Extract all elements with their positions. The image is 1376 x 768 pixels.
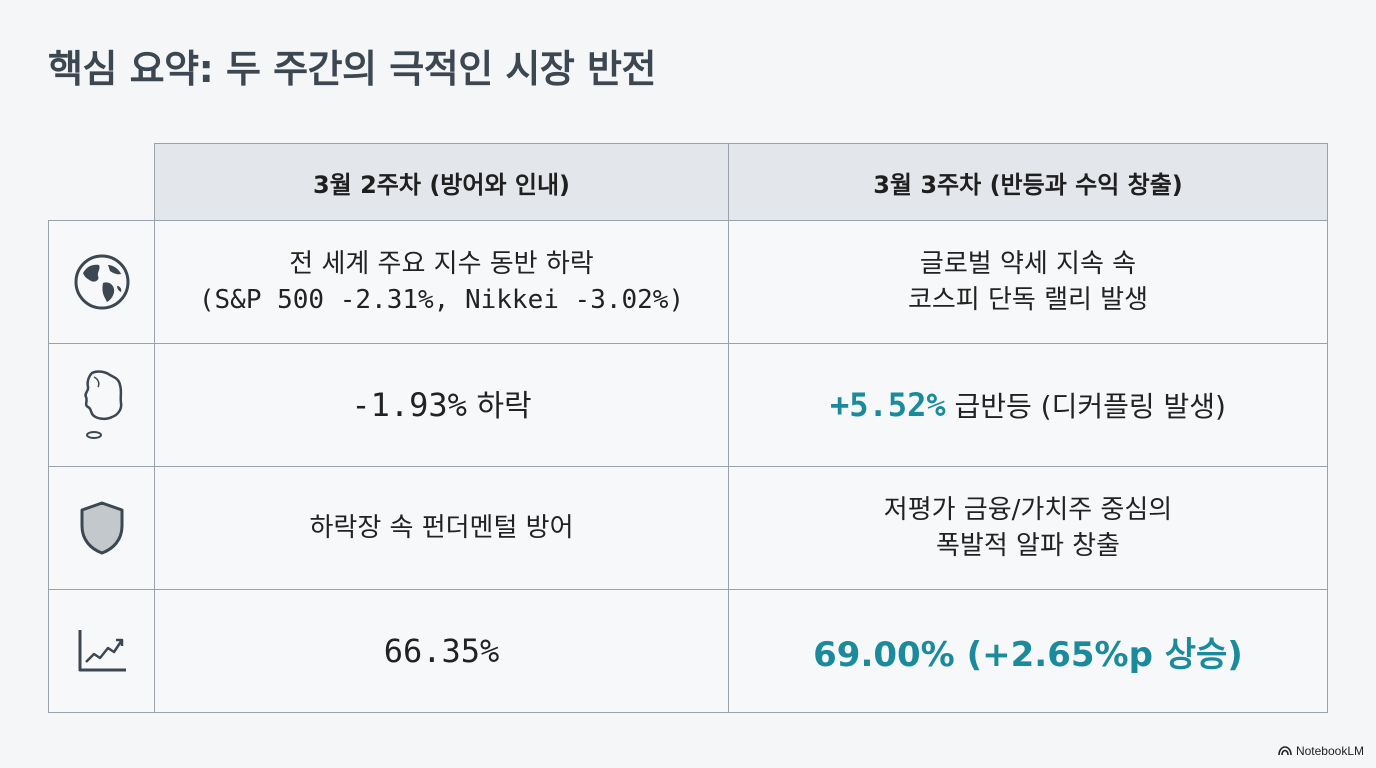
table-row-global: 전 세계 주요 지수 동반 하락 (S&P 500 -2.31%, Nikkei… xyxy=(48,220,1328,344)
cell-week2-global: 전 세계 주요 지수 동반 하락 (S&P 500 -2.31%, Nikkei… xyxy=(154,220,729,344)
week2-korea-value: -1.93% xyxy=(351,385,467,424)
cell-week3-defense: 저평가 금융/가치주 중심의 폭발적 알파 창출 xyxy=(728,466,1328,590)
table-row-defense: 하락장 속 펀더멘털 방어 저평가 금융/가치주 중심의 폭발적 알파 창출 xyxy=(48,466,1328,590)
row-icon-cell xyxy=(48,220,155,344)
week3-defense-line1: 저평가 금융/가치주 중심의 xyxy=(883,495,1173,525)
week3-korea-value: +5.52% xyxy=(830,385,946,424)
summary-table: 3월 2주차 (방어와 인내) 3월 3주차 (반등과 수익 창출) 전 세계 … xyxy=(48,143,1328,713)
week2-global-line1: 전 세계 주요 지수 동반 하락 xyxy=(289,249,594,279)
globe-icon xyxy=(74,254,129,310)
week2-trend-value: 66.35% xyxy=(383,632,500,670)
cell-week2-korea: -1.93% 하락 xyxy=(154,343,729,467)
shield-icon xyxy=(80,501,123,555)
corner-cell xyxy=(49,144,155,221)
row-icon-cell xyxy=(48,589,155,713)
korea-map-icon xyxy=(83,370,122,439)
column-header-week3: 3월 3주차 (반등과 수익 창출) xyxy=(728,143,1328,221)
column-header-week2: 3월 2주차 (방어와 인내) xyxy=(154,143,729,221)
table-row-korea: -1.93% 하락 +5.52% 급반등 (디커플링 발생) xyxy=(48,343,1328,467)
week2-defense-text: 하락장 속 펀더멘털 방어 xyxy=(309,513,574,543)
notebooklm-logo-icon xyxy=(1278,746,1292,756)
header-row: 3월 2주차 (방어와 인내) 3월 3주차 (반등과 수익 창출) xyxy=(49,143,1328,221)
brand-watermark: NotebookLM xyxy=(1278,744,1364,758)
table-row-trend: 66.35% 69.00% (+2.65%p 상승) xyxy=(48,589,1328,713)
cell-week2-trend: 66.35% xyxy=(154,589,729,713)
cell-week3-global: 글로벌 약세 지속 속 코스피 단독 랠리 발생 xyxy=(728,220,1328,344)
trend-chart-icon xyxy=(78,630,126,672)
week2-global-line2: (S&P 500 -2.31%, Nikkei -3.02%) xyxy=(198,285,685,315)
cell-week3-trend: 69.00% (+2.65%p 상승) xyxy=(728,589,1328,713)
cell-week2-defense: 하락장 속 펀더멘털 방어 xyxy=(154,466,729,590)
week3-global-line2: 코스피 단독 랠리 발생 xyxy=(907,285,1149,315)
week3-trend-value: 69.00% (+2.65%p 상승) xyxy=(813,634,1243,675)
cell-week3-korea: +5.52% 급반등 (디커플링 발생) xyxy=(728,343,1328,467)
brand-label: NotebookLM xyxy=(1295,744,1364,758)
week2-korea-suffix: 하락 xyxy=(466,388,532,424)
row-icon-cell xyxy=(48,466,155,590)
week3-global-line1: 글로벌 약세 지속 속 xyxy=(919,249,1137,279)
row-icon-cell xyxy=(48,343,155,467)
week3-korea-suffix: 급반등 (디커플링 발생) xyxy=(945,389,1226,423)
week3-defense-line2: 폭발적 알파 창출 xyxy=(936,531,1120,561)
page-title: 핵심 요약: 두 주간의 극적인 시장 반전 xyxy=(48,47,656,91)
